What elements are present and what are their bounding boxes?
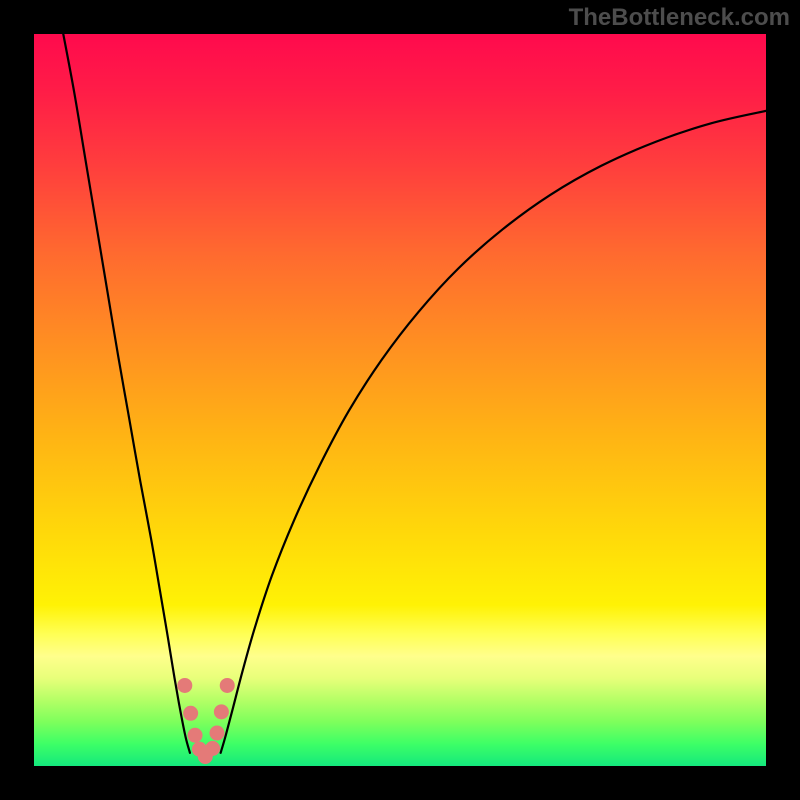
marker-dot	[220, 678, 235, 693]
chart-container: TheBottleneck.com	[0, 0, 800, 800]
marker-dot	[183, 706, 198, 721]
chart-svg	[34, 34, 766, 766]
watermark-text: TheBottleneck.com	[569, 4, 790, 32]
gradient-background	[34, 34, 766, 766]
marker-dot	[210, 726, 225, 741]
marker-dot	[214, 704, 229, 719]
marker-dot	[177, 678, 192, 693]
marker-dot	[188, 728, 203, 743]
marker-dot	[205, 741, 220, 756]
plot-area	[34, 34, 766, 766]
